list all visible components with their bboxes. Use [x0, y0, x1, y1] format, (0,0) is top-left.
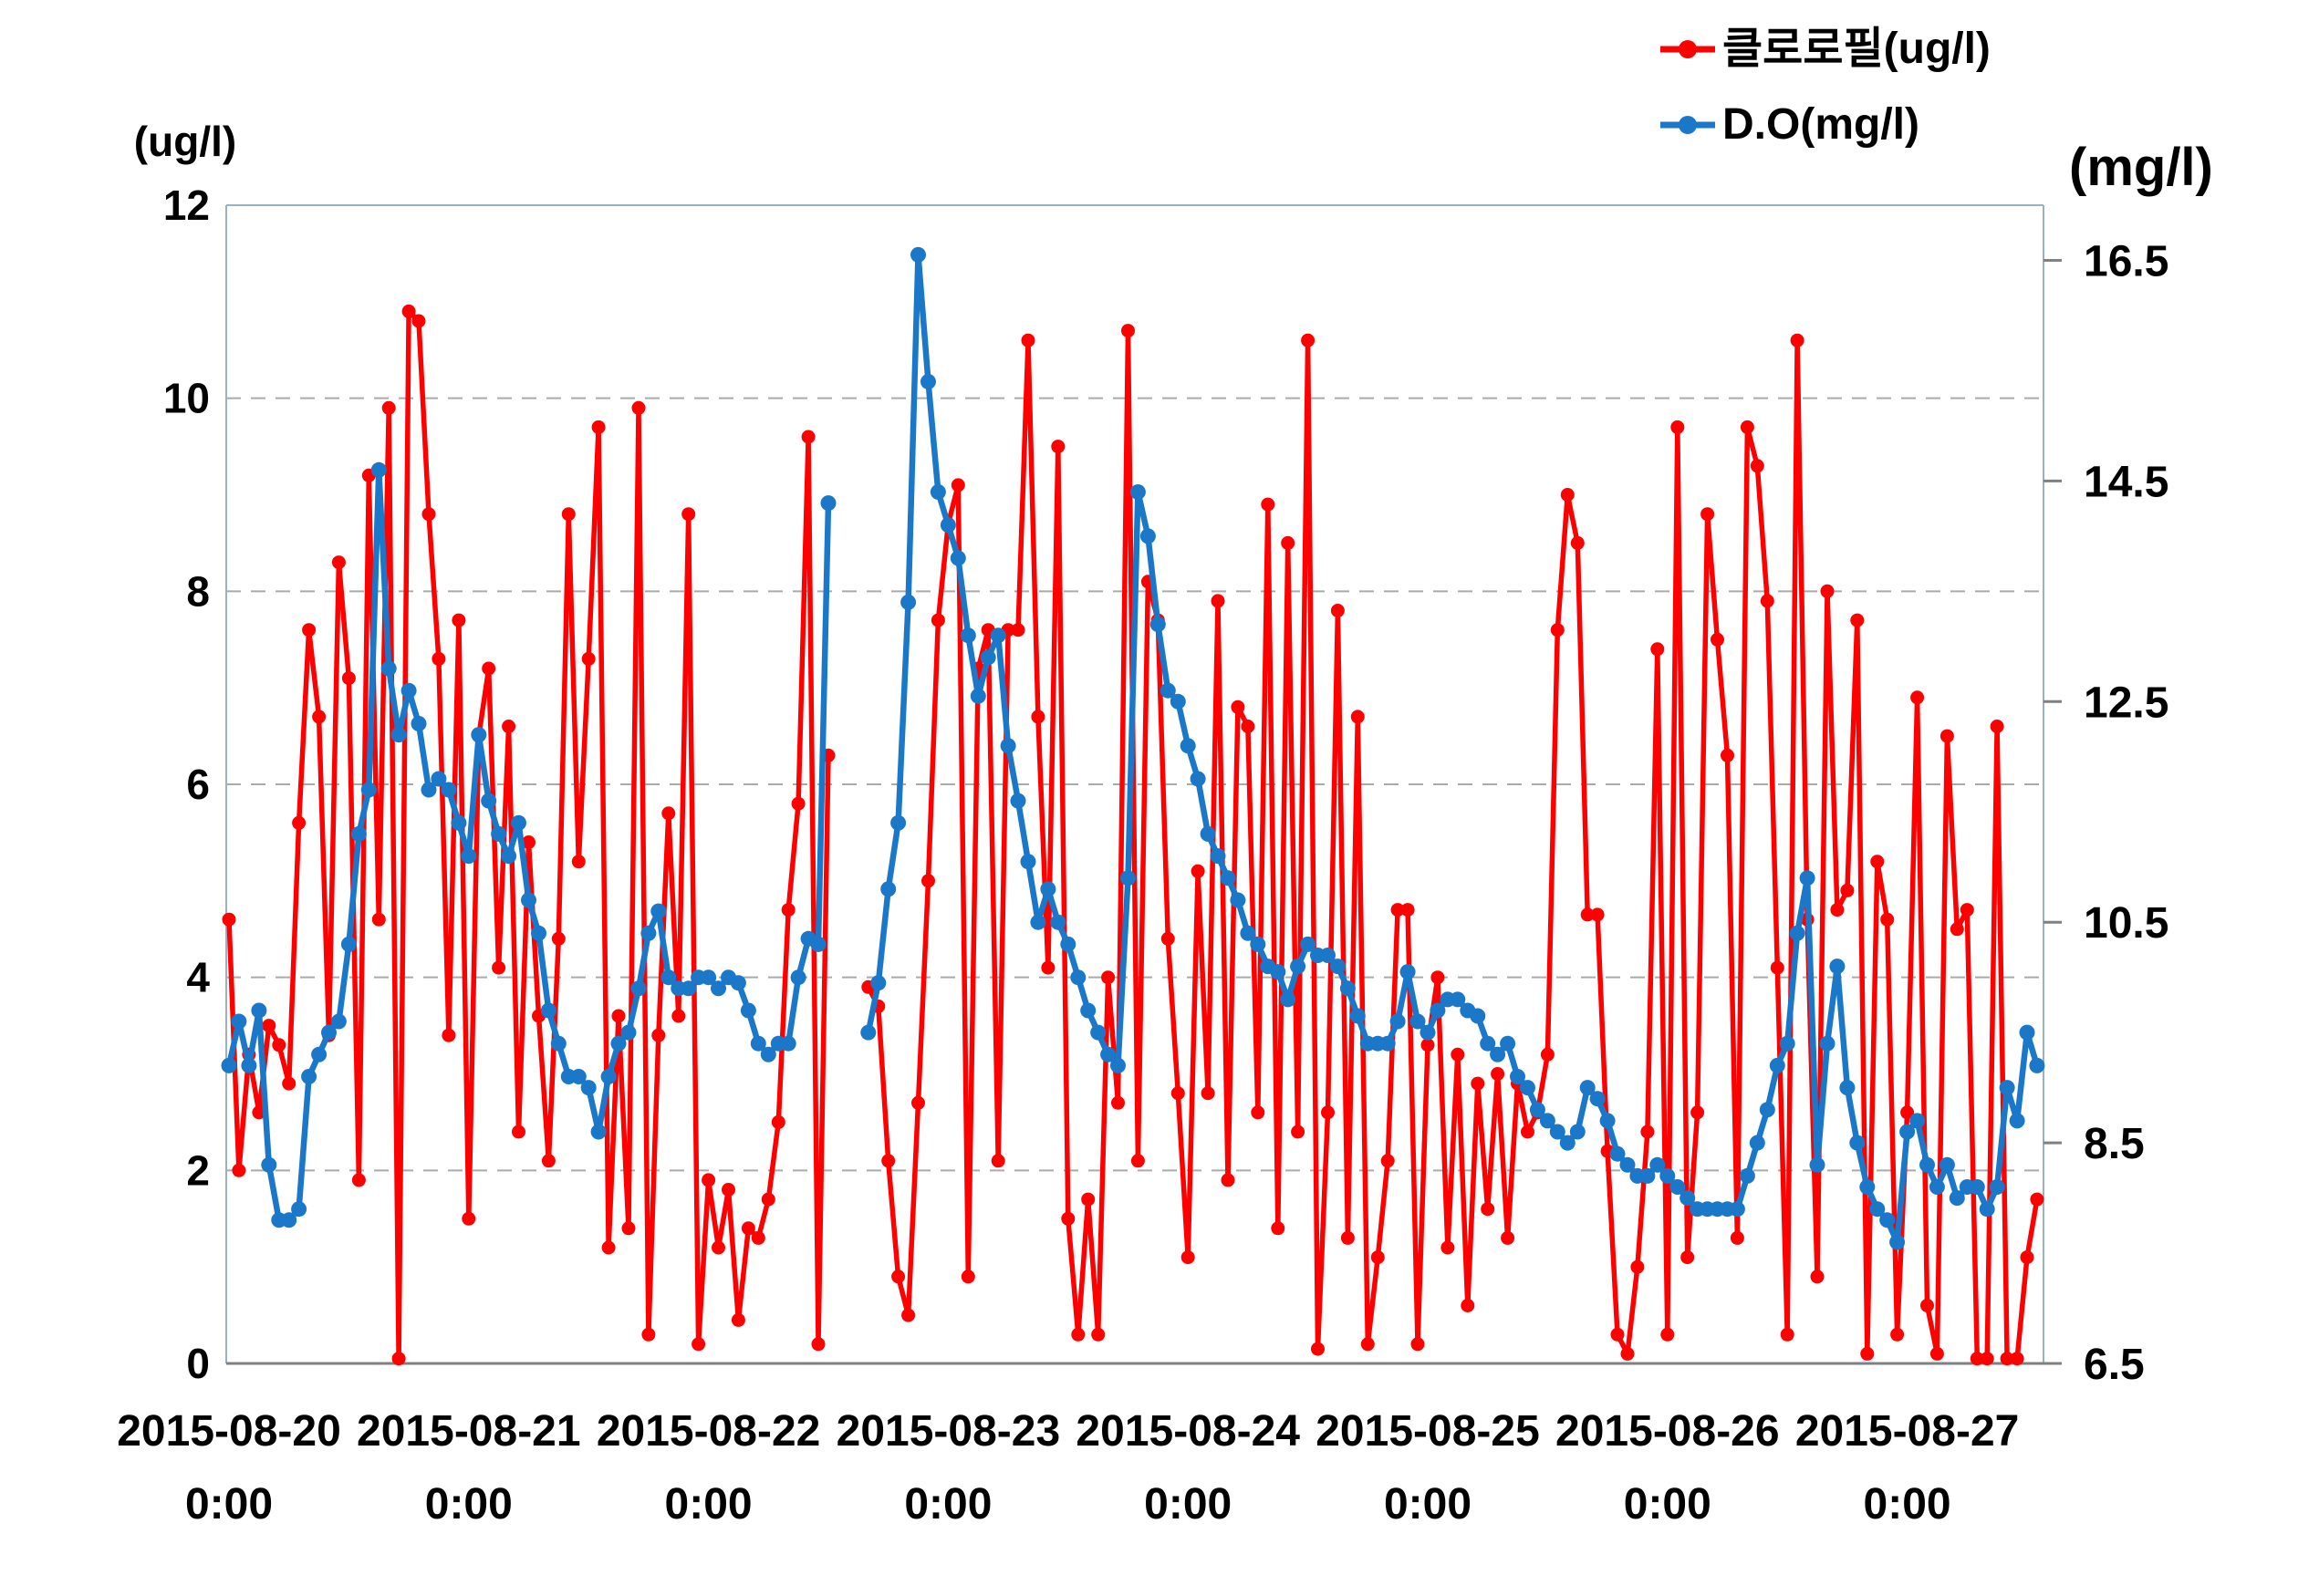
- svg-text:14.5: 14.5: [2084, 458, 2168, 506]
- svg-text:2015-08-24: 2015-08-24: [1076, 1407, 1300, 1456]
- svg-text:0:00: 0:00: [1624, 1480, 1711, 1529]
- svg-text:4: 4: [186, 954, 210, 1001]
- svg-text:2: 2: [186, 1146, 210, 1194]
- svg-text:0:00: 0:00: [185, 1480, 273, 1529]
- svg-text:0:00: 0:00: [904, 1480, 992, 1529]
- svg-text:2015-08-25: 2015-08-25: [1315, 1407, 1540, 1456]
- right-axis-ticks: 6.5 8.5 10.5 12.5 14.5 16.5: [2043, 237, 2168, 1389]
- svg-text:2015-08-20: 2015-08-20: [117, 1407, 341, 1456]
- x-axis-ticks: 2015-08-20 0:00 2015-08-21 0:00 2015-08-22 0:…: [117, 1407, 2019, 1529]
- svg-text:0:00: 0:00: [425, 1480, 513, 1529]
- legend: 클로로필(ug/l) D.O(mg/l): [1659, 25, 1991, 150]
- svg-text:6.5: 6.5: [2084, 1341, 2145, 1389]
- svg-text:0:00: 0:00: [665, 1480, 753, 1529]
- svg-text:2015-08-22: 2015-08-22: [597, 1407, 821, 1456]
- svg-text:0:00: 0:00: [1144, 1480, 1232, 1529]
- legend-item-do: D.O(mg/l): [1659, 99, 1991, 150]
- svg-text:6: 6: [186, 761, 210, 808]
- left-axis-ticks: 0 2 4 6 8 10 12: [163, 181, 211, 1387]
- do-series-swatch-icon: [1660, 116, 1715, 135]
- svg-text:12.5: 12.5: [2084, 679, 2168, 727]
- svg-text:2015-08-26: 2015-08-26: [1555, 1407, 1780, 1456]
- chlorophyll-series-swatch-icon: [1660, 40, 1715, 59]
- svg-text:0: 0: [186, 1340, 210, 1387]
- svg-text:16.5: 16.5: [2084, 237, 2168, 285]
- svg-text:0:00: 0:00: [1864, 1480, 1951, 1529]
- svg-text:8.5: 8.5: [2084, 1120, 2145, 1168]
- svg-text:0:00: 0:00: [1384, 1480, 1471, 1529]
- svg-text:2015-08-27: 2015-08-27: [1795, 1407, 2020, 1456]
- svg-text:12: 12: [163, 181, 210, 229]
- svg-text:10.5: 10.5: [2084, 899, 2168, 948]
- legend-label-chlorophyll: 클로로필(ug/l): [1722, 25, 1991, 73]
- svg-text:10: 10: [163, 375, 210, 422]
- legend-label-do: D.O(mg/l): [1722, 99, 1919, 149]
- left-axis-unit-label: (ug/l): [133, 118, 237, 165]
- right-axis-unit-label: (mg/l): [2069, 138, 2213, 197]
- legend-item-chlorophyll: 클로로필(ug/l): [1659, 25, 1991, 74]
- svg-text:2015-08-21: 2015-08-21: [357, 1407, 581, 1456]
- svg-text:8: 8: [186, 567, 210, 615]
- plot-border: [225, 204, 2060, 1365]
- svg-text:2015-08-23: 2015-08-23: [837, 1407, 1061, 1456]
- series-lines: [221, 246, 2045, 1366]
